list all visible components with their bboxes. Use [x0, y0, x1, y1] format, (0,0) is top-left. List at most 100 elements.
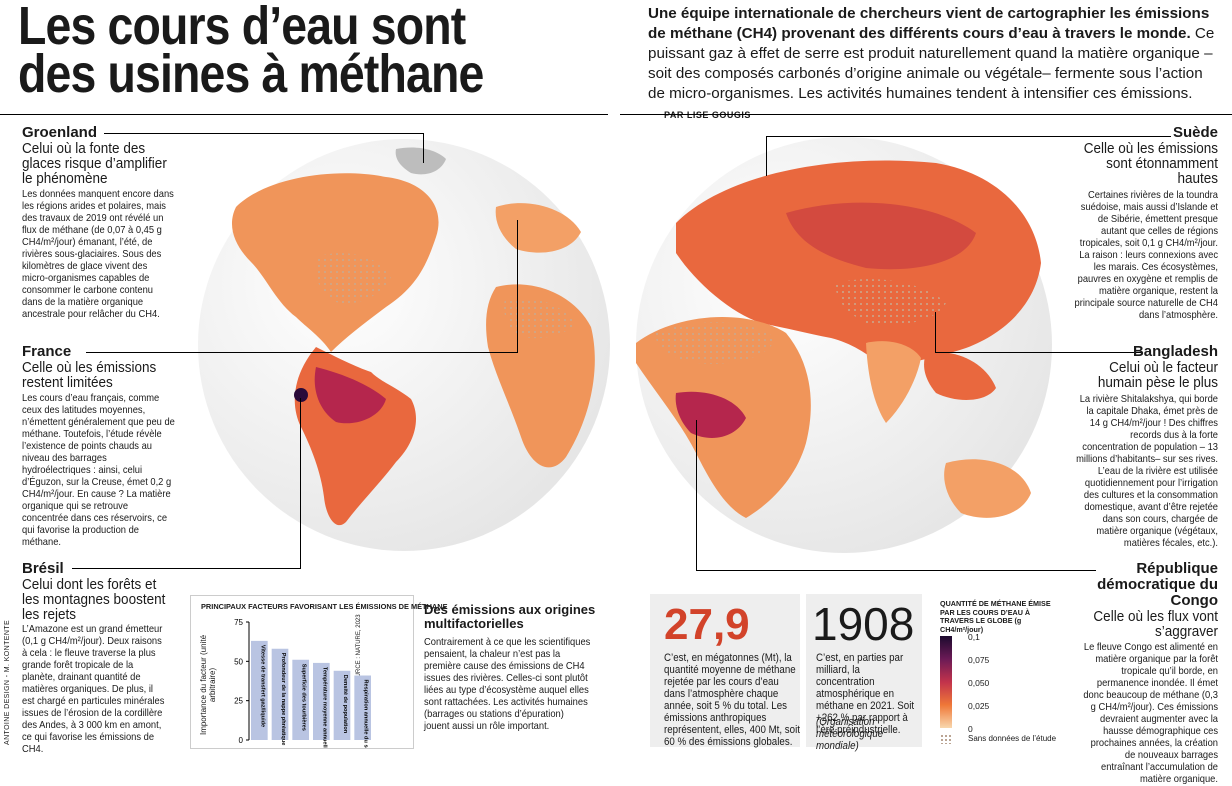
stat2-source: (Organisation météorologique mondiale) [816, 716, 884, 752]
y-tick-label: 50 [234, 657, 243, 666]
section-france: France Celle où les émissions restent li… [22, 344, 182, 549]
france-title: France [22, 343, 72, 360]
section-bangladesh: Bangladesh Celui où le facteur humain pè… [1058, 344, 1218, 550]
header-rule-left [0, 114, 608, 115]
bar-label-3: Superficie des tourbières [301, 664, 307, 731]
france-body: Les cours d’eau français, comme ceux des… [22, 393, 175, 548]
leader-bresil-v [300, 398, 301, 569]
congo-title: République démocratique du Congo [1097, 560, 1218, 609]
multifactor: Des émissions aux origines multifactorie… [424, 603, 600, 733]
stat1-text: C’est, en mégatonnes (Mt), la quantité m… [664, 652, 800, 748]
bar-label-1: Vitesse de transfert gaz/liquide [259, 645, 265, 727]
bar-5 [333, 670, 351, 740]
legend-tick-0: 0,1 [968, 632, 980, 642]
intro-lead: Une équipe internationale de chercheurs … [648, 5, 1210, 42]
groenland-body: Les données manquent encore dans les rég… [22, 189, 174, 320]
bangladesh-title: Bangladesh [1132, 343, 1218, 360]
leader-france-v [517, 220, 518, 353]
stat2-text: C’est, en parties par milliard, la conce… [816, 652, 915, 736]
bar-3 [292, 659, 309, 740]
stat1-number: 27,9 [664, 600, 750, 649]
stat2-number: 1908 [812, 598, 915, 650]
bar-label-5: Densité de population [342, 675, 348, 734]
bangladesh-subtitle: Celui où le facteur humain pèse le plus [1097, 359, 1218, 391]
leader-bangladesh [935, 352, 1141, 353]
leader-suede-v [766, 136, 767, 176]
sahara-no-data [655, 322, 776, 364]
headline: Les cours d’eau sont des usines à méthan… [18, 0, 534, 104]
leader-suede [766, 136, 1171, 137]
greenland-no-data [395, 147, 446, 175]
leader-congo-v [696, 420, 697, 571]
legend-tick-3: 0,025 [968, 701, 990, 711]
bresil-title: Brésil [22, 560, 64, 577]
intro: Une équipe internationale de chercheurs … [648, 4, 1223, 125]
central-asia-no-data [835, 279, 946, 325]
france-subtitle: Celle où les émissions restent limitées [22, 359, 157, 391]
factors-chart: PRINCIPAUX FACTEURS FAVORISANT LES ÉMISS… [190, 595, 448, 749]
bresil-body: L’Amazone est un grand émetteur (0,1 g C… [22, 624, 165, 755]
legend: QUANTITÉ DE MÉTHANE ÉMISE PAR LES COURS … [940, 599, 1060, 744]
europe [495, 203, 581, 253]
southeast-asia [924, 352, 996, 400]
header-rule-right [620, 114, 1232, 115]
leader-groenland [104, 133, 424, 134]
leader-bresil [72, 568, 301, 569]
suede-body: Certaines rivières de la toundra suédois… [1074, 190, 1218, 321]
amazon-peak [294, 388, 308, 402]
suede-title: Suède [1172, 124, 1218, 141]
leader-bangladesh-v [935, 312, 936, 353]
bar-1 [251, 640, 268, 740]
australia [944, 459, 1031, 518]
bar-label-4: Température moyenne annuelle [321, 667, 327, 748]
legend-tick-1: 0,075 [968, 655, 990, 665]
congo-body: Le fleuve Congo est alimenté en matière … [1083, 642, 1218, 785]
stat-1908: 1908 C’est, en parties par milliard, la … [806, 594, 922, 752]
headline-line1: Les cours d’eau sont [18, 0, 466, 56]
factors-chart-svg: 0 25 50 75 Vitesse de transfert gaz/liquide P… [234, 618, 371, 748]
bar-label-6: Respiration annuelle du sol [363, 679, 369, 748]
multifactor-body: Contrairement à ce que les scientifiques… [424, 637, 591, 732]
amazon-hotspot [314, 367, 386, 424]
byline: PAR LISE GOUGIS [664, 110, 751, 120]
groenland-title: Groenland [22, 124, 98, 141]
legend-title: QUANTITÉ DE MÉTHANE ÉMISE PAR LES COURS … [940, 599, 1051, 634]
bar-2 [271, 648, 289, 740]
globe-eurasia [636, 137, 1052, 553]
legend-no-data: Sans données de l’étude [968, 734, 1057, 743]
globe-americas [198, 139, 610, 551]
siberia [786, 202, 976, 270]
bangladesh-body: La rivière Shitalakshya, qui borde la ca… [1076, 394, 1218, 549]
leader-congo [696, 570, 1096, 571]
section-congo: République démocratique du Congo Celle o… [1068, 561, 1218, 786]
bar-6 [354, 675, 371, 740]
y-tick-label: 75 [234, 618, 243, 627]
sahara-no-data [504, 296, 576, 339]
y-tick-label: 0 [239, 736, 244, 745]
bresil-subtitle: Celui dont les forêts et les montagnes b… [22, 576, 166, 623]
intro-body: Ce puissant gaz à effet de serre est pro… [648, 25, 1215, 102]
section-groenland: Groenland Celui où la fonte des glaces r… [22, 125, 182, 321]
factors-chart-title: PRINCIPAUX FACTEURS FAVORISANT LES ÉMISS… [201, 602, 448, 611]
legend-tick-4: 0 [968, 724, 973, 734]
legend-tick-2: 0,050 [968, 678, 990, 688]
section-suede: Suède Celle où les émissions sont étonna… [1058, 125, 1218, 322]
groenland-subtitle: Celui où la fonte des glaces risque d’am… [22, 140, 167, 187]
bar-4 [313, 662, 330, 740]
headline-line2: des usines à méthane [18, 44, 484, 104]
legend-colorbar [940, 636, 952, 728]
section-bresil: Brésil Celui dont les forêts et les mont… [22, 561, 182, 756]
suede-subtitle: Celle où les émissions sont étonnamment … [1083, 140, 1218, 187]
usa-no-data [314, 253, 391, 304]
congo-subtitle: Celle où les flux vont s’aggraver [1093, 608, 1218, 640]
leader-groenland-v [423, 133, 424, 163]
y-tick-label: 25 [234, 697, 243, 706]
stat-27-9: 27,9 C’est, en mégatonnes (Mt), la quant… [650, 594, 800, 748]
legend-no-data-swatch [940, 734, 952, 744]
leader-france [86, 352, 518, 353]
india [866, 341, 921, 423]
bar-label-2: Profondeur de la nappe phréatique [280, 653, 286, 746]
congo-hotspot [675, 391, 746, 438]
credit: ANTOINE DESIGN - M. KONTENTE [4, 619, 11, 745]
multifactor-title: Des émissions aux origines multifactorie… [424, 602, 596, 631]
